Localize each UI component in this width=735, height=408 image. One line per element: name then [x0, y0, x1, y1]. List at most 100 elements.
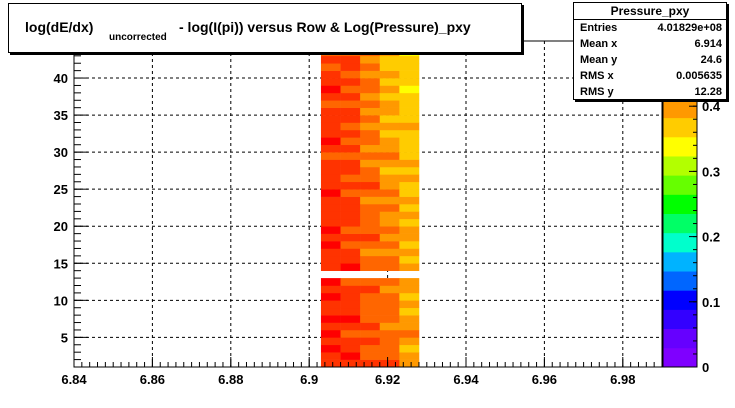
- heatmap-cell: [399, 122, 420, 131]
- heatmap-cell: [320, 144, 341, 153]
- heatmap-cell: [360, 337, 381, 346]
- heatmap-cell: [399, 278, 420, 286]
- heatmap-cell: [379, 204, 400, 212]
- palette-swatch: [663, 290, 697, 310]
- y-tick-label: 5: [61, 330, 68, 345]
- heatmap-cell: [399, 344, 420, 353]
- heatmap-cell: [340, 315, 361, 323]
- heatmap-cell: [320, 152, 341, 160]
- heatmap-cell: [340, 278, 361, 286]
- heatmap-cell: [340, 307, 361, 316]
- heatmap-cell: [360, 352, 381, 360]
- heatmap-cell: [379, 307, 400, 316]
- heatmap-cell: [320, 307, 341, 316]
- heatmap-cell: [399, 100, 420, 108]
- heatmap-cell: [340, 159, 361, 168]
- heatmap-cell: [399, 211, 420, 220]
- y-tick-label: 20: [54, 219, 68, 234]
- y-tick-label: 25: [54, 182, 68, 197]
- heatmap-cell: [399, 174, 420, 183]
- heatmap-cell: [379, 315, 400, 323]
- heatmap-cell: [399, 115, 420, 123]
- heatmap-cell: [340, 85, 361, 94]
- x-tick-label: 6.96: [532, 372, 557, 387]
- heatmap-cell: [340, 129, 361, 138]
- heatmap-cell: [320, 55, 341, 64]
- heatmap-cell: [320, 100, 341, 108]
- heatmap-cell: [320, 181, 341, 190]
- z-tick-label: 0: [702, 360, 709, 375]
- heatmap-cell: [320, 70, 341, 79]
- heatmap-cell: [360, 115, 381, 123]
- stats-box: Pressure_pxy Entries 4.01829e+08 Mean x …: [573, 2, 727, 100]
- heatmap-cell: [360, 100, 381, 108]
- heatmap-cell: [360, 241, 381, 249]
- title-subscript: uncorrected: [109, 32, 167, 43]
- heatmap-cell: [320, 315, 341, 323]
- heatmap-cell: [340, 255, 361, 264]
- heatmap-cell: [320, 329, 341, 338]
- heatmap-cell: [379, 226, 400, 234]
- heatmap-cell: [379, 159, 400, 168]
- heatmap-cell: [360, 307, 381, 316]
- heatmap-cell: [379, 196, 400, 205]
- heatmap-cell: [360, 211, 381, 220]
- palette-swatch: [663, 251, 697, 272]
- z-tick-label: 0.3: [702, 164, 720, 179]
- heatmap-cell: [360, 92, 381, 101]
- y-tick-label: 30: [54, 145, 68, 160]
- x-tick-label: 6.92: [375, 372, 400, 387]
- heatmap-cell: [320, 344, 341, 353]
- heatmap-cell: [340, 211, 361, 220]
- palette-swatch: [663, 232, 697, 253]
- x-tick-label: 6.86: [140, 372, 165, 387]
- heatmap-cell: [399, 329, 420, 338]
- heatmap-cell: [340, 144, 361, 153]
- heatmap-cell: [399, 55, 420, 64]
- stats-value: 6.914: [694, 38, 722, 50]
- heatmap-cell: [399, 129, 420, 138]
- x-tick-label: 6.94: [453, 372, 479, 387]
- heatmap-cell: [379, 211, 400, 220]
- heatmap-cell: [340, 226, 361, 234]
- heatmap-cell: [379, 122, 400, 131]
- heatmap-cell: [340, 241, 361, 249]
- stats-row-rms-y: RMS y 12.28: [574, 84, 726, 100]
- stats-row-entries: Entries 4.01829e+08: [574, 20, 726, 36]
- heatmap-cell: [340, 70, 361, 79]
- heatmap-cell: [340, 352, 361, 360]
- heatmap-cell: [320, 248, 341, 257]
- y-tick-label: 10: [54, 293, 68, 308]
- heatmap-cell: [320, 78, 341, 86]
- heatmap-cell: [379, 359, 400, 368]
- heatmap-cell: [379, 129, 400, 138]
- heatmap-cell: [379, 248, 400, 257]
- stats-value: 4.01829e+08: [657, 22, 722, 34]
- heatmap-cell: [340, 344, 361, 353]
- y-tick-label: 35: [54, 108, 68, 123]
- heatmap-cell: [379, 55, 400, 64]
- heatmap-cell: [379, 115, 400, 123]
- stats-value: 0.005635: [676, 70, 722, 82]
- heatmap-cell: [360, 359, 381, 368]
- heatmap-cell: [379, 100, 400, 108]
- heatmap-cell: [360, 166, 381, 175]
- x-tick-label: 6.9: [300, 372, 318, 387]
- heatmap-cell: [320, 233, 341, 242]
- z-tick-label: 0.4: [702, 99, 721, 114]
- heatmap-cell: [399, 204, 420, 212]
- heatmap-cell: [340, 181, 361, 190]
- heatmap-cell: [320, 174, 341, 183]
- heatmap-cell: [379, 63, 400, 71]
- heatmap-cell: [399, 70, 420, 79]
- palette-swatch: [663, 98, 697, 119]
- heatmap-cell: [320, 166, 341, 175]
- heatmap-cell: [320, 115, 341, 123]
- heatmap-cell: [399, 92, 420, 101]
- heatmap-cell: [360, 78, 381, 86]
- heatmap-cell: [340, 300, 361, 309]
- heatmap-cell: [399, 255, 420, 264]
- heatmap-cell: [399, 85, 420, 94]
- stats-key: Entries: [580, 22, 618, 34]
- heatmap-cell: [379, 278, 400, 286]
